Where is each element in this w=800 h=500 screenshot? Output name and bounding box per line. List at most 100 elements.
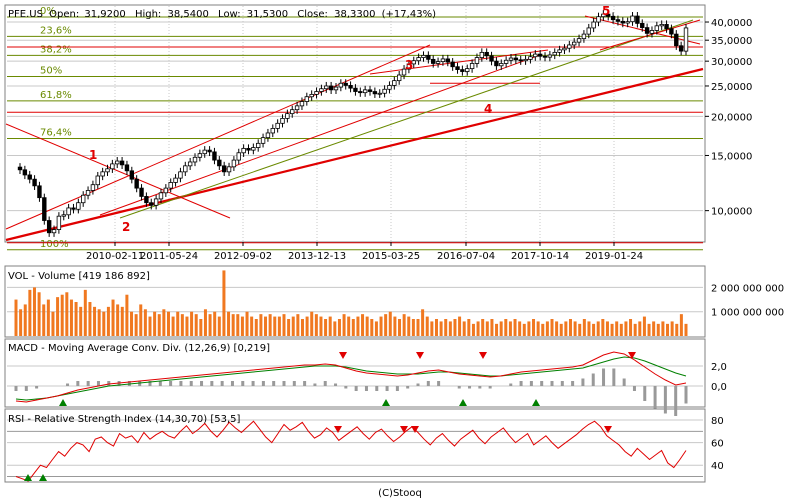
volume-bar bbox=[504, 319, 508, 336]
candle-body bbox=[129, 170, 135, 180]
volume-bar bbox=[111, 299, 115, 336]
rsi-sell-marker bbox=[334, 426, 342, 433]
candle-body bbox=[144, 196, 149, 204]
trend-line bbox=[99, 54, 541, 216]
volume-bar bbox=[116, 304, 120, 336]
candle-body bbox=[294, 105, 300, 111]
candle-body bbox=[309, 93, 314, 98]
candle-body bbox=[581, 33, 587, 40]
candle-body bbox=[358, 91, 363, 94]
macd-histogram-bar bbox=[560, 381, 564, 386]
volume-bar bbox=[458, 316, 462, 336]
x-tick-label: 2016-07-04 bbox=[437, 251, 495, 262]
candle-body bbox=[246, 148, 251, 151]
candle-body bbox=[669, 28, 674, 35]
macd-histogram-bar bbox=[313, 383, 317, 386]
candle-body bbox=[411, 60, 416, 65]
macd-histogram-bar bbox=[478, 386, 482, 389]
candle-body bbox=[489, 55, 494, 62]
volume-bar bbox=[273, 316, 277, 336]
candle-body bbox=[533, 53, 538, 58]
volume-bar bbox=[513, 319, 517, 336]
candle-body bbox=[51, 229, 57, 234]
volume-bar bbox=[564, 321, 568, 336]
macd-series-line bbox=[15, 351, 687, 403]
volume-bar bbox=[448, 321, 452, 336]
candle-body bbox=[440, 58, 446, 63]
volume-bar bbox=[619, 323, 623, 336]
volume-bar bbox=[79, 306, 83, 336]
volume-bar bbox=[180, 314, 184, 336]
candle-body bbox=[513, 57, 519, 61]
candle-body bbox=[280, 117, 285, 124]
volume-bar bbox=[342, 314, 346, 336]
macd-histogram-bar bbox=[550, 381, 554, 386]
volume-bar bbox=[125, 294, 129, 336]
volume-bar bbox=[633, 323, 637, 336]
trend-line bbox=[5, 44, 431, 230]
volume-bar bbox=[162, 309, 166, 336]
macd-series-line bbox=[15, 356, 687, 401]
volume-bar bbox=[652, 321, 656, 336]
price-y-tick-label: 40,0000 bbox=[711, 18, 752, 29]
candle-body bbox=[85, 190, 91, 196]
macd-histogram-bar bbox=[14, 386, 18, 391]
candle-body bbox=[119, 160, 125, 166]
fib-level-label: 23,6% bbox=[40, 25, 72, 36]
candle-body bbox=[674, 33, 679, 47]
candle-body bbox=[392, 80, 397, 86]
macd-histogram-bar bbox=[632, 386, 636, 391]
low-label: Low: bbox=[218, 9, 241, 20]
candle-body bbox=[158, 192, 164, 200]
candle-body bbox=[455, 66, 460, 70]
volume-bar bbox=[541, 323, 545, 336]
sell-signal-marker bbox=[479, 352, 487, 359]
macd-histogram-bar bbox=[509, 383, 513, 386]
volume-bar bbox=[194, 314, 198, 336]
macd-histogram-bar bbox=[684, 386, 688, 404]
candle-body bbox=[76, 202, 81, 210]
macd-histogram-bar bbox=[148, 381, 152, 386]
candle-body bbox=[124, 164, 130, 172]
volume-bar bbox=[384, 314, 388, 336]
candle-body bbox=[469, 63, 475, 70]
candle-body bbox=[362, 89, 368, 94]
volume-bar bbox=[23, 304, 27, 336]
volume-bar bbox=[596, 321, 600, 336]
volume-bar bbox=[153, 311, 157, 336]
macd-histogram-bar bbox=[272, 381, 276, 386]
volume-bar bbox=[51, 311, 55, 336]
volume-bar bbox=[277, 316, 281, 336]
candle-body bbox=[192, 156, 198, 163]
volume-bar bbox=[499, 321, 503, 336]
macd-histogram-bar bbox=[674, 386, 678, 416]
candle-body bbox=[221, 165, 227, 173]
candle-body bbox=[557, 49, 562, 53]
macd-histogram-bar bbox=[375, 386, 379, 391]
volume-bar bbox=[282, 314, 286, 336]
macd-histogram-bar bbox=[35, 386, 39, 389]
volume-bar bbox=[102, 311, 106, 336]
volume-bar bbox=[93, 306, 97, 336]
volume-bar bbox=[370, 319, 374, 336]
candle-body bbox=[90, 184, 96, 191]
x-tick-label: 2015-03-25 bbox=[362, 251, 420, 262]
rsi-title: RSI - Relative Strength Index (14,30,70)… bbox=[8, 414, 241, 425]
x-tick-label: 2010-02-11 bbox=[86, 251, 144, 262]
volume-bar bbox=[670, 321, 674, 336]
candle-body bbox=[591, 21, 596, 29]
volume-bar bbox=[416, 319, 420, 336]
candle-body bbox=[226, 166, 232, 173]
candle-body bbox=[32, 178, 37, 187]
volume-bar bbox=[555, 321, 559, 336]
volume-bar bbox=[444, 319, 448, 336]
wave-label-1: 1 bbox=[89, 148, 97, 162]
volume-bar bbox=[19, 309, 23, 336]
macd-histogram-bar bbox=[86, 381, 90, 386]
candle-body bbox=[567, 44, 572, 49]
candle-body bbox=[542, 55, 548, 58]
candle-body bbox=[95, 175, 100, 186]
candle-body bbox=[178, 171, 183, 179]
fib-level-label: 61,8% bbox=[40, 90, 72, 101]
volume-bar bbox=[139, 304, 143, 336]
